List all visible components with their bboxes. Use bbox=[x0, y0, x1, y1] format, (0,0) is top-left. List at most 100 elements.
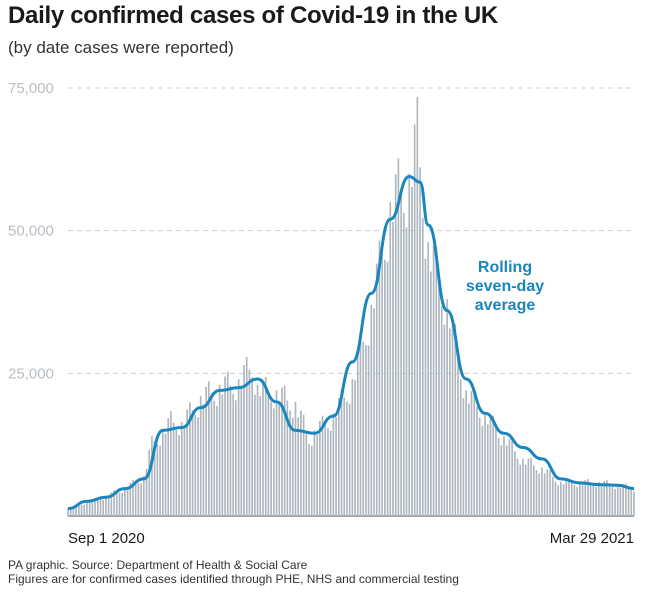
daily-bar bbox=[541, 467, 543, 516]
daily-bar bbox=[495, 429, 497, 516]
daily-bar bbox=[148, 450, 151, 516]
daily-bar bbox=[627, 487, 630, 516]
daily-bar bbox=[191, 410, 194, 516]
daily-bar bbox=[443, 324, 446, 516]
daily-bar bbox=[94, 497, 96, 516]
daily-bar bbox=[476, 406, 478, 516]
y-tick-label: 50,000 bbox=[8, 223, 54, 240]
daily-bar bbox=[424, 258, 427, 516]
daily-bar bbox=[473, 390, 476, 516]
daily-bar bbox=[343, 397, 346, 516]
daily-bar bbox=[96, 499, 99, 516]
daily-bar bbox=[142, 476, 145, 516]
daily-bar bbox=[500, 445, 503, 516]
daily-bar bbox=[183, 426, 186, 516]
daily-bar bbox=[294, 401, 297, 516]
daily-bar bbox=[492, 415, 495, 516]
x-tick-label-end: Mar 29 2021 bbox=[550, 530, 634, 547]
daily-bar bbox=[118, 492, 121, 516]
daily-bar bbox=[159, 445, 161, 516]
daily-bar bbox=[589, 482, 592, 516]
daily-bar bbox=[199, 396, 202, 516]
daily-bar bbox=[348, 403, 351, 516]
daily-bar bbox=[608, 484, 611, 516]
daily-bar bbox=[514, 451, 516, 516]
daily-bar bbox=[375, 263, 378, 516]
daily-bar bbox=[592, 485, 595, 516]
daily-bar bbox=[267, 391, 270, 516]
daily-bar bbox=[302, 414, 305, 516]
footer-note: Figures are for confirmed cases identifi… bbox=[8, 572, 459, 586]
daily-bar bbox=[427, 242, 430, 516]
daily-bar bbox=[316, 435, 318, 516]
daily-bar bbox=[587, 479, 589, 516]
daily-bar bbox=[275, 390, 278, 516]
daily-bar bbox=[248, 369, 251, 516]
daily-bar bbox=[381, 254, 383, 516]
daily-bar bbox=[172, 422, 175, 516]
daily-bar bbox=[151, 435, 153, 516]
chart-title: Daily confirmed cases of Covid-19 in the… bbox=[8, 2, 498, 29]
daily-bar bbox=[511, 440, 513, 516]
y-tick-label: 25,000 bbox=[8, 365, 54, 382]
daily-bar bbox=[527, 458, 530, 516]
daily-bar bbox=[264, 376, 267, 516]
daily-bar bbox=[554, 481, 557, 516]
daily-bar bbox=[462, 398, 465, 516]
daily-bar bbox=[367, 345, 370, 516]
daily-bar bbox=[324, 423, 327, 516]
daily-bar bbox=[126, 488, 129, 516]
daily-bar bbox=[421, 218, 424, 517]
daily-bar bbox=[614, 488, 616, 516]
daily-bar bbox=[337, 397, 340, 516]
daily-bar bbox=[365, 345, 367, 516]
daily-bar bbox=[283, 385, 286, 516]
daily-bar bbox=[281, 387, 283, 516]
daily-bar bbox=[194, 414, 197, 516]
daily-bar bbox=[197, 417, 199, 516]
daily-bar bbox=[573, 485, 576, 516]
daily-bar bbox=[562, 484, 565, 516]
daily-bar bbox=[72, 506, 75, 516]
daily-bar bbox=[278, 402, 281, 516]
daily-bar bbox=[625, 483, 627, 516]
daily-bar bbox=[484, 413, 486, 516]
daily-bar bbox=[186, 409, 188, 516]
daily-bar bbox=[207, 381, 210, 516]
daily-bar bbox=[611, 487, 614, 516]
daily-bar bbox=[232, 394, 235, 516]
daily-bar bbox=[402, 212, 405, 517]
daily-bar bbox=[105, 496, 107, 516]
daily-bar bbox=[384, 259, 386, 516]
daily-bar bbox=[356, 349, 359, 516]
daily-bar bbox=[161, 430, 164, 516]
daily-bar bbox=[546, 469, 549, 516]
daily-bar bbox=[327, 427, 329, 516]
daily-bar bbox=[497, 438, 500, 516]
daily-bar bbox=[449, 328, 451, 516]
daily-bar bbox=[335, 417, 337, 516]
daily-bar bbox=[584, 480, 587, 516]
daily-bar bbox=[408, 173, 411, 516]
daily-bar bbox=[167, 418, 170, 516]
daily-bar bbox=[416, 96, 419, 517]
daily-bar bbox=[297, 417, 300, 516]
daily-bar bbox=[319, 420, 321, 516]
daily-bar bbox=[419, 167, 421, 516]
daily-bar bbox=[505, 445, 508, 516]
daily-bar bbox=[305, 431, 308, 516]
x-tick-label-start: Sep 1 2020 bbox=[68, 530, 145, 547]
daily-bar bbox=[600, 484, 603, 516]
daily-bar bbox=[129, 482, 132, 516]
daily-bar bbox=[240, 386, 243, 516]
daily-bar bbox=[622, 484, 624, 516]
daily-bar bbox=[568, 479, 570, 516]
daily-bar bbox=[470, 391, 473, 516]
rolling-average-line bbox=[67, 175, 635, 511]
seven-day-average bbox=[67, 175, 635, 511]
daily-bar bbox=[272, 408, 275, 516]
daily-bar bbox=[75, 504, 77, 516]
daily-bar bbox=[121, 492, 123, 516]
daily-bar bbox=[189, 402, 191, 516]
daily-bar bbox=[134, 482, 137, 516]
